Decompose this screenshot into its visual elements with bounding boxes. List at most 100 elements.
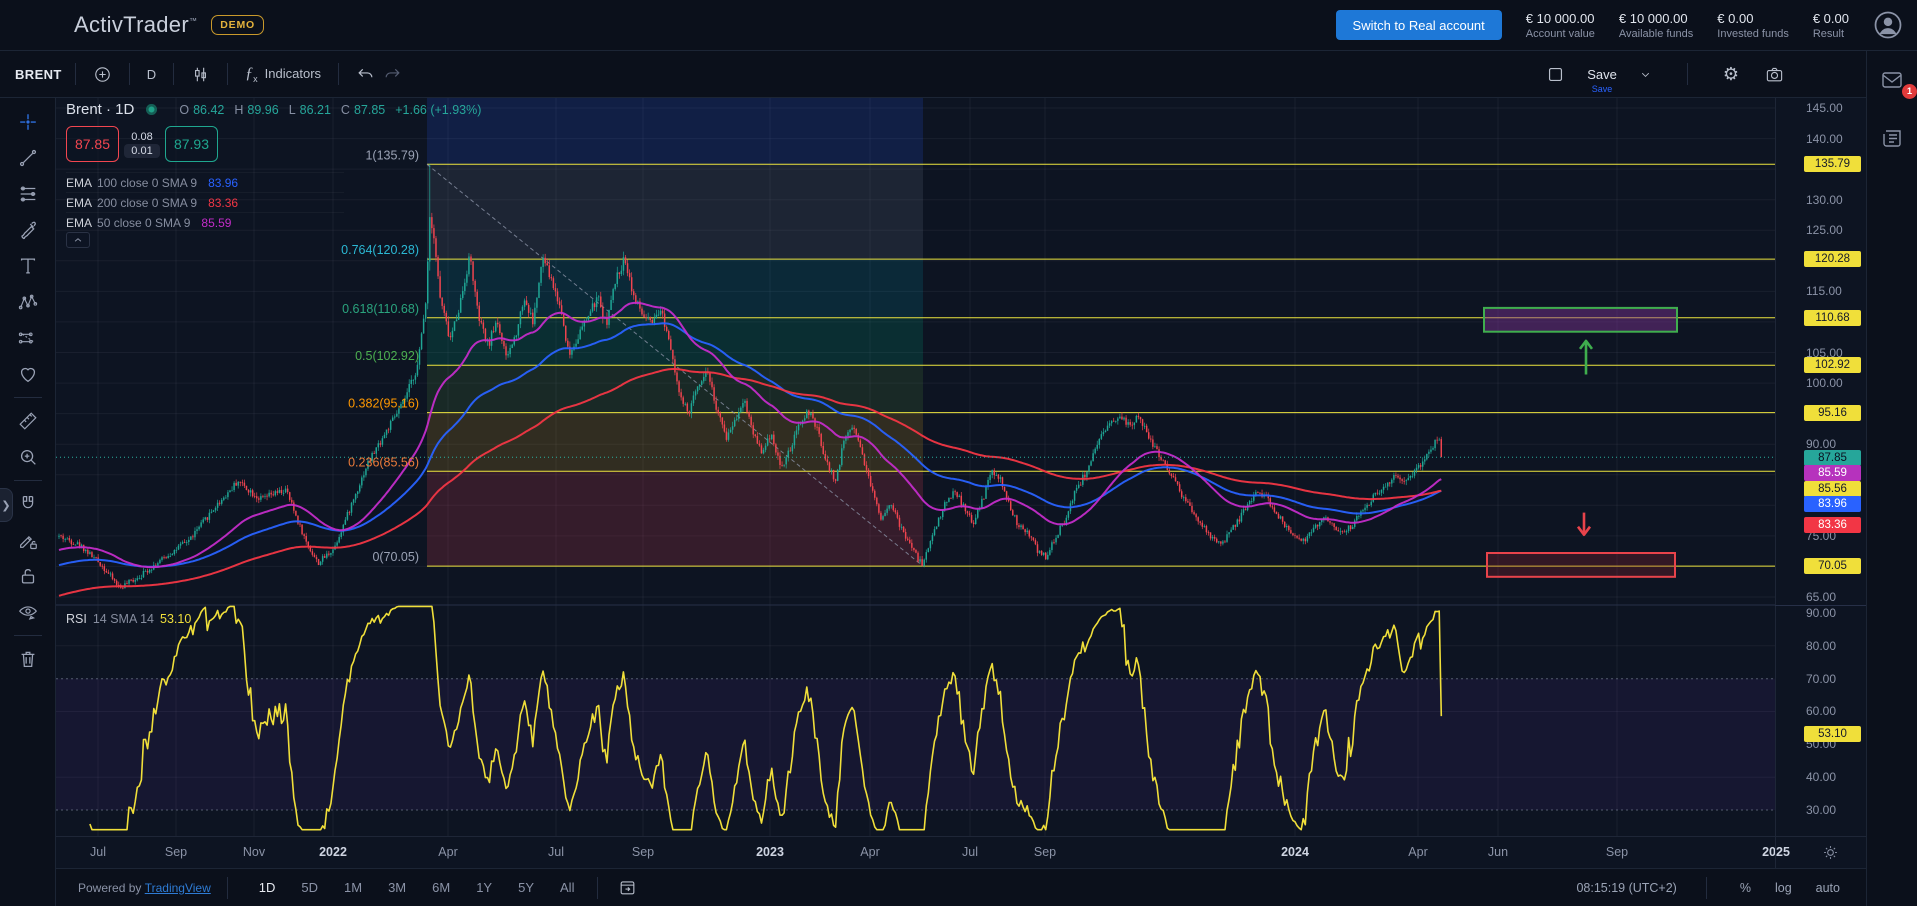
indicator-row[interactable]: EMA 50 close 0 SMA 9 85.59 — [66, 212, 344, 232]
spread-top: 0.08 — [131, 130, 153, 143]
time-label: Apr — [438, 845, 458, 859]
time-label: Nov — [242, 845, 266, 859]
switch-to-real-account-button[interactable]: Switch to Real account — [1335, 10, 1502, 40]
brush-icon — [20, 221, 36, 240]
tool-brush[interactable] — [8, 212, 48, 248]
tool-zoom-in[interactable] — [8, 439, 48, 475]
envelope-icon — [1882, 72, 1902, 88]
tool-magnet[interactable] — [8, 486, 48, 522]
divider — [227, 63, 229, 85]
price-label: 110.68 — [1804, 309, 1861, 326]
chart-toolbar: BRENT D ƒx Indicators Save Save ⚙ — [0, 51, 1866, 98]
range-3M[interactable]: 3M — [379, 876, 415, 899]
multichart-layout-button[interactable] — [1542, 61, 1569, 88]
demo-badge: DEMO — [211, 15, 264, 35]
auto-scale-button[interactable]: auto — [1812, 879, 1844, 897]
time-label: 2022 — [319, 845, 347, 859]
panel-expand-handle[interactable]: ❯ — [0, 488, 13, 522]
app-logo: ActivTrader™ — [74, 12, 198, 37]
indicator-row[interactable]: EMA 200 close 0 SMA 9 83.36 — [66, 192, 344, 212]
symbol-label[interactable]: BRENT — [15, 66, 62, 82]
notifications-button[interactable]: 1 — [1874, 67, 1917, 99]
news-button[interactable] — [1874, 125, 1910, 151]
divider — [1705, 876, 1707, 899]
tool-fib-retracement[interactable] — [8, 176, 48, 212]
tool-projection[interactable] — [8, 320, 48, 356]
range-5D[interactable]: 5D — [292, 876, 327, 899]
tradingview-link[interactable]: TradingView — [144, 880, 211, 895]
ruler-icon — [18, 412, 37, 430]
timeframe-button[interactable]: D — [143, 63, 160, 86]
tool-text[interactable] — [8, 248, 48, 284]
screenshot-button[interactable] — [1761, 61, 1788, 88]
chart-style-button[interactable] — [187, 61, 214, 88]
time-axis[interactable]: Jul Sep Nov 2022 Apr Jul Sep 2023 Apr Jul Sep 2024 A… — [56, 836, 1866, 868]
tool-crosshair[interactable] — [8, 104, 48, 140]
redo-button[interactable] — [379, 61, 406, 88]
time-label: Sep — [164, 845, 188, 859]
tool-measure[interactable] — [8, 403, 48, 439]
indicator-legend: EMA 100 close 0 SMA 9 83.96 EMA 200 close 0 … — [66, 172, 344, 232]
eye-icon — [18, 606, 37, 620]
range-selector: 1D 5D 1M 3M 6M 1Y 5Y All — [250, 876, 584, 899]
buy-button[interactable]: 87.93 — [165, 126, 218, 162]
go-to-date-button[interactable] — [612, 877, 643, 898]
price-tick: 130.00 — [1806, 192, 1843, 207]
avatar[interactable] — [1873, 10, 1903, 40]
pencil-lock-icon — [19, 535, 37, 550]
divider — [13, 635, 42, 636]
sell-button[interactable]: 87.85 — [66, 126, 119, 162]
log-scale-button[interactable]: log — [1771, 879, 1796, 897]
rsi-tick: 70.00 — [1806, 671, 1837, 686]
trend-line-icon — [19, 149, 36, 167]
rsi-tick: 30.00 — [1806, 802, 1837, 817]
range-All[interactable]: All — [551, 876, 583, 899]
range-5Y[interactable]: 5Y — [509, 876, 543, 899]
price-tick: 145.00 — [1806, 101, 1843, 115]
divider — [1686, 63, 1688, 85]
percent-scale-button[interactable]: % — [1736, 879, 1755, 897]
undo-button[interactable] — [352, 61, 379, 88]
time-label: Jul — [962, 845, 978, 859]
time-label: Jul — [90, 845, 106, 859]
save-button[interactable]: Save Save — [1587, 66, 1617, 94]
price-tick: 125.00 — [1806, 223, 1843, 238]
tool-stay-in-drawing-mode[interactable] — [8, 522, 48, 558]
tool-trend-line[interactable] — [8, 140, 48, 176]
clock[interactable]: 08:15:19 (UTC+2) — [1576, 880, 1677, 895]
price-tick: 100.00 — [1806, 376, 1843, 391]
time-label: Apr — [860, 845, 880, 859]
add-symbol-button[interactable] — [89, 61, 116, 88]
text-icon — [20, 258, 35, 274]
tool-lock-all-drawings[interactable] — [8, 558, 48, 594]
candles-icon — [195, 67, 207, 81]
account-stats: € 10 000.00 Account value € 10 000.00 Avail… — [1526, 11, 1849, 40]
tool-remove-drawings[interactable] — [8, 641, 48, 677]
save-menu-chevron[interactable] — [1635, 64, 1656, 85]
divider — [74, 63, 76, 85]
svg-text:1(135.79): 1(135.79) — [365, 148, 419, 162]
tool-xabcd-pattern[interactable] — [8, 284, 48, 320]
indicators-button[interactable]: ƒx Indicators — [241, 61, 325, 88]
tool-emoji-heart[interactable] — [8, 356, 48, 392]
range-6M[interactable]: 6M — [423, 876, 459, 899]
time-label: 2024 — [1281, 845, 1309, 859]
legend-collapse-button[interactable] — [66, 232, 90, 248]
range-1Y[interactable]: 1Y — [467, 876, 501, 899]
range-1M[interactable]: 1M — [335, 876, 371, 899]
theme-sun-button[interactable] — [1816, 843, 1845, 862]
pane-separator[interactable] — [1775, 605, 1866, 606]
time-label: Jun — [1487, 845, 1509, 859]
indicator-row[interactable]: EMA 100 close 0 SMA 9 83.96 — [66, 172, 344, 192]
price-axis[interactable]: 145.00 140.00 130.00 125.00 115.00 105.00 100.… — [1775, 98, 1866, 868]
sun-icon — [1824, 846, 1837, 859]
price-label: 135.79 — [1804, 156, 1861, 173]
range-1D[interactable]: 1D — [250, 876, 285, 899]
newspaper-icon — [1883, 130, 1901, 147]
tool-hide-drawings[interactable] — [8, 594, 48, 630]
zoom-in-icon — [20, 449, 36, 465]
time-label: Apr — [1408, 845, 1428, 859]
account-stat: € 10 000.00 Available funds — [1618, 10, 1694, 40]
settings-button[interactable]: ⚙ — [1719, 61, 1743, 87]
time-label: Sep — [631, 845, 655, 859]
